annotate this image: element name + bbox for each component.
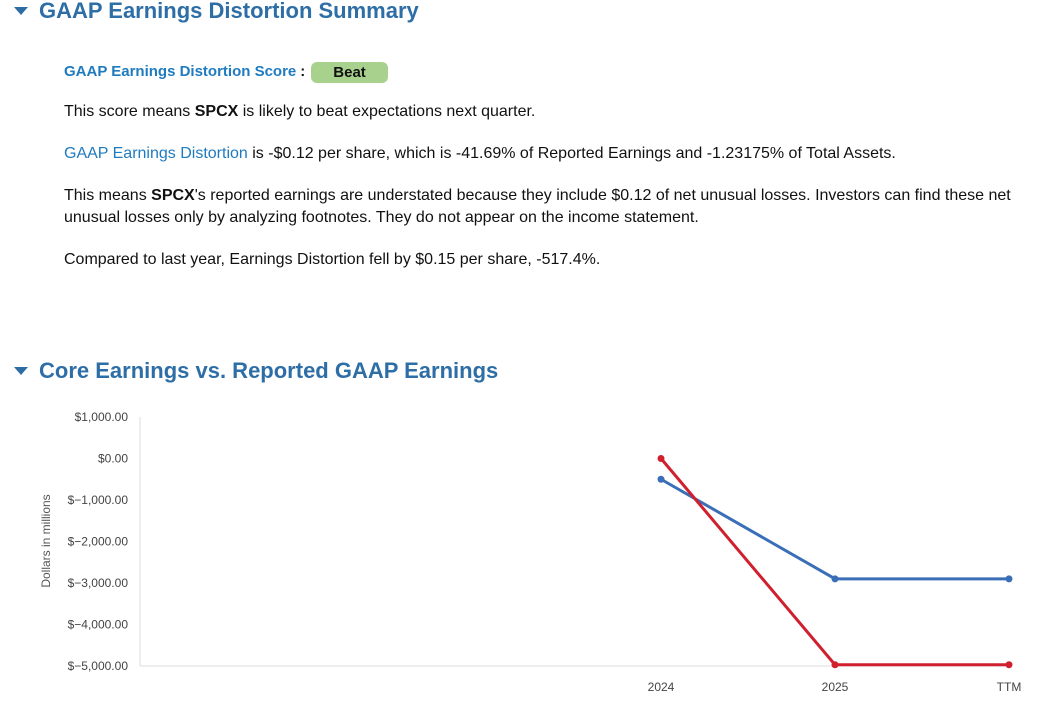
- explanation-suffix: 's reported earnings are understated bec…: [64, 187, 1011, 226]
- understated-explanation-text: This means SPCX's reported earnings are …: [64, 185, 1024, 229]
- score-row: GAAP Earnings Distortion Score : Beat: [64, 61, 1024, 83]
- score-colon: :: [300, 63, 306, 80]
- distortion-amount-detail: is -$0.12 per share, which is -41.69% of…: [247, 145, 896, 162]
- y-tick-label: $−4,000.00: [68, 618, 129, 632]
- distortion-link[interactable]: GAAP Earnings Distortion: [64, 145, 248, 162]
- score-meaning-text: This score means SPCX is likely to beat …: [64, 101, 1024, 123]
- y-tick-label: $−1,000.00: [68, 493, 129, 507]
- x-tick-label: 2024: [648, 680, 675, 694]
- ticker-symbol: SPCX: [194, 103, 239, 120]
- distortion-score-link[interactable]: GAAP Earnings Distortion Score: [64, 63, 297, 80]
- summary-body: GAAP Earnings Distortion Score : Beat Th…: [64, 61, 1024, 291]
- y-tick-label: $1,000.00: [75, 410, 129, 424]
- y-axis-title: Dollars in millions: [39, 494, 53, 587]
- y-tick-label: $−5,000.00: [68, 659, 129, 673]
- y-axis: $1,000.00 $0.00 $−1,000.00 $−2,000.00 $−3,00…: [39, 410, 141, 673]
- distortion-amount-text: GAAP Earnings Distortion is -$0.12 per s…: [64, 143, 1024, 165]
- series-2-point[interactable]: [1005, 661, 1013, 669]
- series-line-2: [659, 457, 1009, 667]
- series-1-point[interactable]: [657, 475, 665, 483]
- chart-section-title: Core Earnings vs. Reported GAAP Earnings: [39, 358, 499, 383]
- series-2-point[interactable]: [657, 455, 665, 462]
- summary-section-title: GAAP Earnings Distortion Summary: [39, 0, 419, 23]
- score-meaning-suffix: is likely to beat expectations next quar…: [238, 103, 536, 120]
- summary-section-toggle[interactable]: GAAP Earnings Distortion Summary: [14, 0, 419, 24]
- y-tick-label: $−2,000.00: [68, 535, 129, 549]
- score-meaning-prefix: This score means: [64, 103, 195, 120]
- x-axis: 2024 2025 TTM: [140, 665, 1022, 694]
- x-tick-label: 2025: [822, 680, 849, 694]
- yoy-comparison-text: Compared to last year, Earnings Distorti…: [64, 251, 601, 268]
- y-tick-label: $−3,000.00: [68, 576, 129, 590]
- explanation-prefix: This means: [64, 187, 152, 204]
- score-badge: Beat: [311, 61, 388, 83]
- series-line-1: [660, 477, 1009, 581]
- y-tick-label: $0.00: [98, 452, 128, 466]
- chart-section-toggle[interactable]: Core Earnings vs. Reported GAAP Earnings: [14, 358, 498, 384]
- x-tick-label: TTM: [997, 680, 1022, 694]
- series-1-point[interactable]: [831, 575, 839, 583]
- ticker-symbol: SPCX: [151, 187, 195, 204]
- earnings-line-chart: $1,000.00 $0.00 $−1,000.00 $−2,000.00 $−3,00…: [39, 410, 1022, 694]
- series-1-point[interactable]: [1005, 575, 1013, 583]
- series-layer: [657, 455, 1013, 669]
- series-2-point[interactable]: [831, 661, 839, 669]
- collapse-caret-icon: [14, 367, 28, 375]
- collapse-caret-icon: [14, 7, 28, 15]
